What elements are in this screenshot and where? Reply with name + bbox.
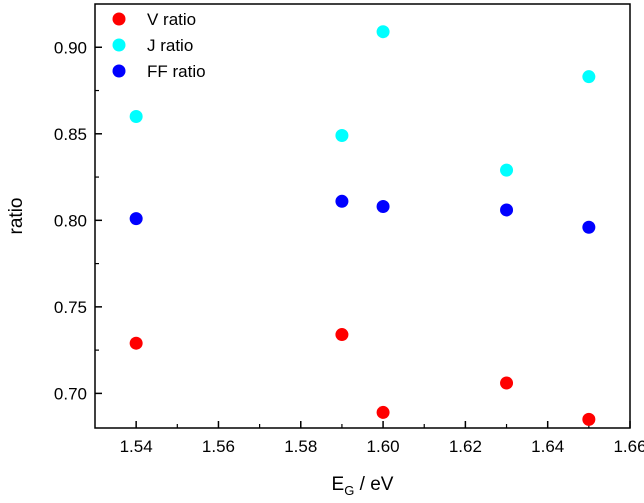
ff-ratio-point [376, 199, 390, 213]
j-ratio-point [500, 163, 514, 177]
legend-label-ff-ratio: FF ratio [147, 62, 206, 81]
x-tick-label: 1.64 [531, 437, 564, 456]
legend-label-j-ratio: J ratio [147, 36, 193, 55]
legend-label-v-ratio: V ratio [147, 10, 196, 29]
y-tick-label: 0.75 [54, 298, 87, 317]
plot-area [94, 3, 631, 429]
y-tick-label: 0.85 [54, 125, 87, 144]
x-axis: 1.54 1.56 1.58 1.60 1.62 1.64 1.66 [120, 421, 644, 456]
legend-marker-j-ratio [112, 38, 126, 52]
x-axis-label: EG / eV [332, 474, 394, 498]
x-tick-label: 1.60 [367, 437, 400, 456]
y-tick-label: 0.90 [54, 38, 87, 57]
x-axis-label-units: / eV [354, 474, 393, 495]
x-tick-label: 1.62 [449, 437, 482, 456]
v-ratio-point [129, 336, 143, 350]
ff-ratio-point [335, 194, 349, 208]
v-ratio-point [500, 376, 514, 390]
x-tick-label: 1.56 [202, 437, 235, 456]
y-axis-label: ratio [6, 198, 27, 235]
j-ratio-point [376, 25, 390, 39]
y-axis: 0.70 0.75 0.80 0.85 0.90 [54, 38, 102, 403]
j-ratio-point [335, 129, 349, 143]
x-tick-label: 1.58 [284, 437, 317, 456]
x-tick-label: 1.66 [613, 437, 644, 456]
v-ratio-point [335, 328, 349, 342]
x-tick-label: 1.54 [120, 437, 153, 456]
y-tick-label: 0.70 [54, 384, 87, 403]
x-axis-label-main: E [332, 474, 345, 495]
j-ratio-point [129, 109, 143, 123]
ff-ratio-point [129, 212, 143, 226]
legend: V ratio J ratio FF ratio [112, 10, 206, 81]
y-tick-label: 0.80 [54, 211, 87, 230]
v-ratio-point [582, 412, 596, 426]
v-ratio-point [376, 405, 390, 419]
ff-ratio-point [582, 220, 596, 234]
j-ratio-point [582, 70, 596, 84]
x-axis-label-subscript: G [344, 483, 354, 498]
legend-marker-v-ratio [112, 12, 126, 26]
ff-ratio-point [500, 203, 514, 217]
data-points [129, 25, 596, 426]
legend-marker-ff-ratio [112, 64, 126, 78]
